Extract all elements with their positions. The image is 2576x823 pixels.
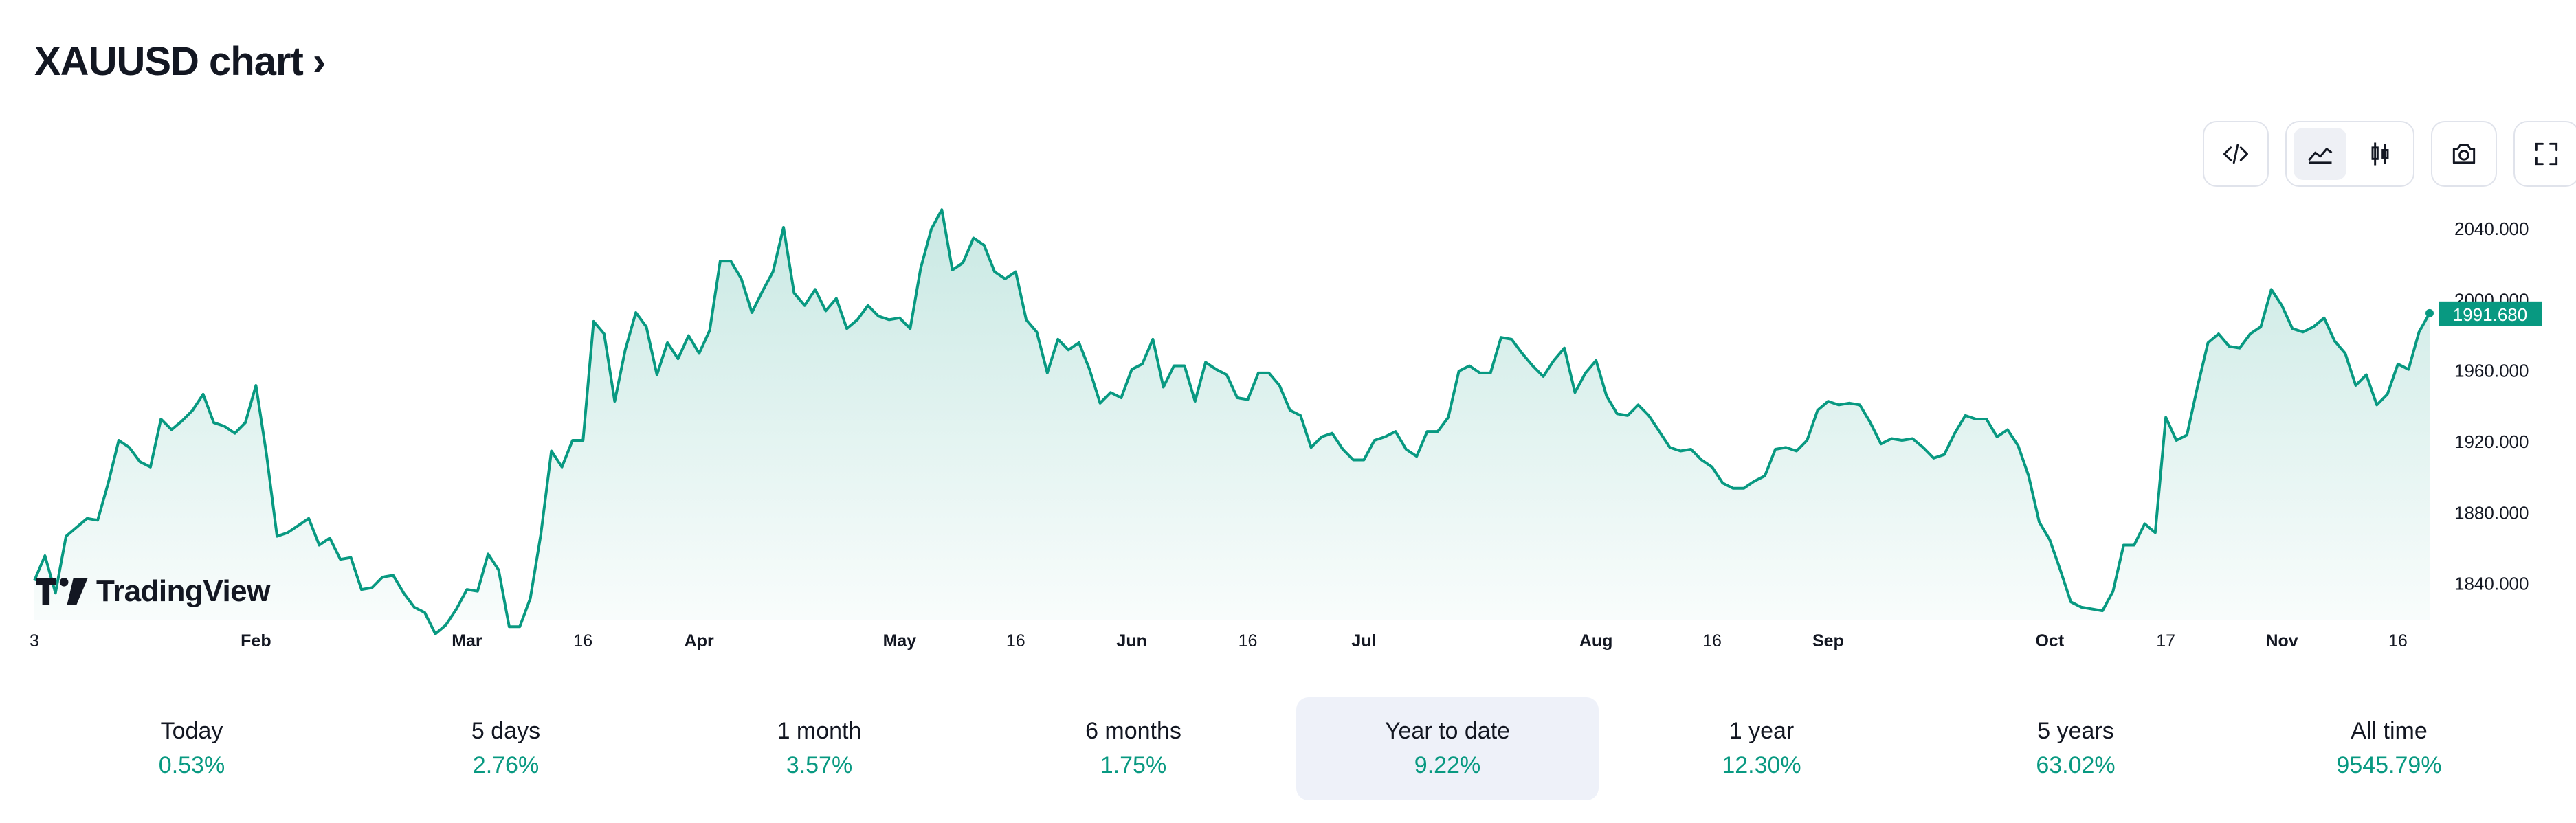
fullscreen-icon [2535,142,2558,166]
period-label: All time [2351,718,2428,744]
x-tick-label: Nov [2265,631,2298,651]
x-tick-label: 16 [1702,631,1722,651]
snapshot-button[interactable] [2431,121,2497,187]
x-tick-label: Feb [241,631,271,651]
tradingview-logo[interactable]: TradingView [36,574,270,609]
chart-style-switch [2285,121,2414,187]
period-tab-5-days[interactable]: 5 days 2.76% [355,697,657,800]
period-tab-5-years[interactable]: 5 years 63.02% [1924,697,2227,800]
price-chart[interactable]: 2040.0002000.0001960.0001920.0001880.000… [0,206,2576,659]
embed-button[interactable] [2203,121,2269,187]
period-change: 3.57% [786,752,853,778]
area-fill [34,210,2430,634]
x-tick-label: 16 [1239,631,1258,651]
candlestick-icon [2371,142,2388,166]
period-change: 63.02% [2036,752,2116,778]
area-style-button[interactable] [2294,128,2346,180]
chevron-right-icon: › [312,38,326,84]
x-tick-label: Apr [685,631,714,651]
period-tab-6-months[interactable]: 6 months 1.75% [982,697,1285,800]
x-tick-label: Sep [1812,631,1844,651]
y-tick-label: 2040.000 [2454,218,2529,239]
y-tick-label: 1840.000 [2454,574,2529,594]
period-label: 1 year [1729,718,1795,744]
x-tick-label: Oct [2035,631,2064,651]
period-change: 2.76% [472,752,540,778]
last-price-label: 1991.680 [2453,304,2527,325]
x-tick-label: Aug [1579,631,1613,651]
period-performance-bar: Today 0.53% 5 days 2.76% 1 month 3.57% 6… [0,697,2576,800]
period-change: 9.22% [1414,752,1481,778]
fullscreen-button[interactable] [2513,121,2576,187]
x-tick-label: 17 [2156,631,2175,651]
x-tick-label: Mar [452,631,482,651]
x-tick-label: May [883,631,917,651]
period-change: 9545.79% [2336,752,2442,778]
period-tab-year-to-date[interactable]: Year to date 9.22% [1296,697,1599,800]
code-icon [2223,144,2248,164]
tradingview-wordmark: TradingView [96,574,270,608]
period-label: Today [160,718,223,744]
x-tick-label: Jul [1351,631,1376,651]
period-change: 12.30% [1722,752,1801,778]
x-tick-label: 16 [573,631,592,651]
last-price-dot [2425,308,2434,317]
period-tab-1-month[interactable]: 1 month 3.57% [668,697,970,800]
period-label: 5 days [471,718,541,744]
y-tick-label: 1880.000 [2454,502,2529,523]
y-tick-label: 1960.000 [2454,361,2529,381]
period-change: 0.53% [158,752,225,778]
period-tab-today[interactable]: Today 0.53% [41,697,343,800]
candles-style-button[interactable] [2353,128,2406,180]
area-chart-icon [2307,148,2332,164]
last-price-badge [2439,301,2542,326]
y-tick-label: 1920.000 [2454,431,2529,452]
period-change: 1.75% [1100,752,1167,778]
x-tick-label: 16 [2388,631,2408,651]
period-label: 6 months [1085,718,1181,744]
period-label: Year to date [1384,718,1511,744]
chart-title-link[interactable]: XAUUSD chart › [34,38,326,84]
tradingview-logo-icon [36,578,88,605]
chart-title: XAUUSD chart [34,39,304,84]
x-tick-label: 3 [30,631,39,651]
camera-icon [2452,144,2476,164]
period-tab-1-year[interactable]: 1 year 12.30% [1610,697,1913,800]
period-label: 1 month [777,718,862,744]
x-tick-label: 16 [1006,631,1025,651]
x-tick-label: Jun [1116,631,1146,651]
period-label: 5 years [2037,718,2114,744]
price-line [33,208,2431,635]
period-tab-all-time[interactable]: All time 9545.79% [2238,697,2540,800]
